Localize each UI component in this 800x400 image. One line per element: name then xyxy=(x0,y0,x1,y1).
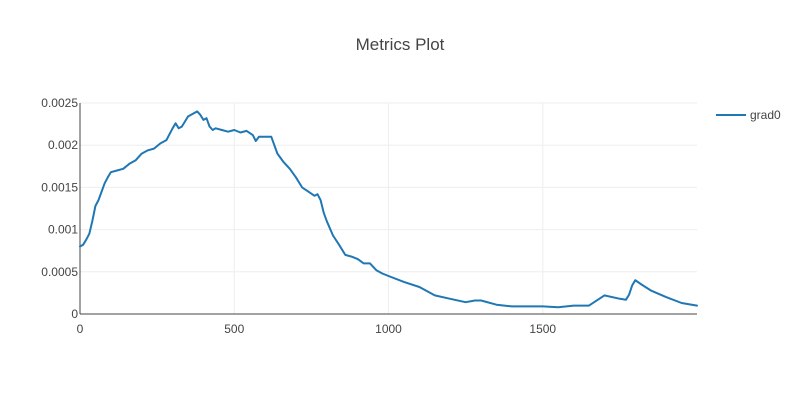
y-tick-label: 0.001 xyxy=(48,223,78,237)
tick-labels: 0 0.0005 0.001 0.0015 0.002 0.0025 0 500 1000 150… xyxy=(41,96,556,336)
y-tick-label: 0.0015 xyxy=(41,180,78,194)
y-tick-label: 0.0005 xyxy=(41,265,78,279)
grid-lines xyxy=(80,102,697,314)
chart-title: Metrics Plot xyxy=(356,35,445,54)
x-tick-label: 0 xyxy=(77,322,84,336)
x-tick-label: 1000 xyxy=(375,322,402,336)
x-tick-label: 1500 xyxy=(529,322,556,336)
y-tick-label: 0 xyxy=(71,307,78,321)
x-tick-label: 500 xyxy=(224,322,244,336)
series-line-grad0[interactable] xyxy=(79,110,698,309)
y-tick-label: 0.002 xyxy=(48,138,78,152)
legend-label-grad0: grad0 xyxy=(750,108,781,122)
series-lines xyxy=(79,110,698,309)
y-tick-label: 0.0025 xyxy=(41,96,78,110)
axes xyxy=(79,103,697,315)
legend[interactable]: grad0 xyxy=(716,108,781,122)
